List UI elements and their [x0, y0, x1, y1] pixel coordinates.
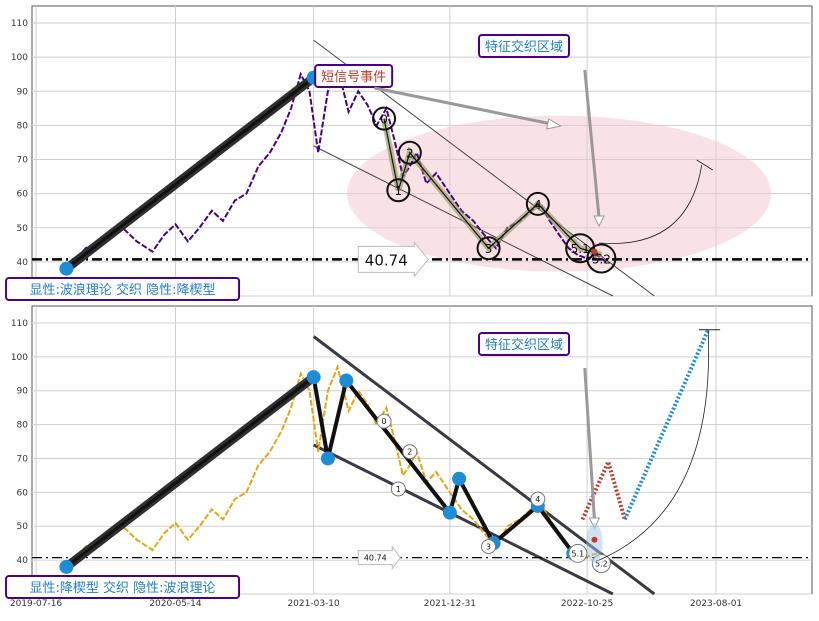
wave-label-ring	[586, 243, 617, 274]
y-tick-label: 70	[17, 454, 29, 464]
x-tick-label: 2021-03-10	[287, 599, 340, 609]
wave-label-5.1: 5.1	[572, 549, 585, 558]
wave-label-4: 4	[535, 495, 540, 504]
plot-frame	[31, 305, 813, 595]
wave-label-3: 3	[485, 242, 493, 256]
y-tick-label: 110	[11, 319, 28, 329]
marker-point	[306, 370, 321, 385]
x-tick-label: 2023-08-01	[690, 599, 742, 609]
marker-point	[339, 373, 354, 388]
series-line-4	[623, 328, 711, 521]
wave-label-ring	[525, 191, 550, 216]
wave-label-ring	[481, 539, 497, 555]
y-tick-label: 100	[11, 353, 28, 363]
y-tick-label: 70	[17, 156, 29, 166]
wave-label-ring	[372, 106, 397, 131]
short-signal-annotation: 短信号事件	[321, 70, 386, 85]
wave-label-1: 1	[395, 184, 403, 198]
wave-label-ring	[476, 236, 501, 261]
wave-label-ring	[402, 444, 418, 460]
y-tick-label: 100	[11, 53, 28, 63]
region-arrow-head	[588, 517, 601, 530]
level-label: 40.74	[365, 251, 408, 269]
annotation-arrow-head	[546, 118, 563, 130]
marker-point	[320, 451, 335, 466]
wave-label-ring	[530, 491, 546, 507]
level-label-arrow	[357, 240, 429, 278]
wave-label-2: 2	[407, 448, 412, 457]
signal-dot	[591, 536, 598, 543]
wave-label-2: 2	[406, 147, 414, 161]
level-label: 40.74	[364, 554, 387, 563]
y-tick-label: 90	[17, 387, 29, 397]
y-tick-label: 110	[11, 19, 28, 29]
target-tick	[696, 159, 713, 171]
series-line-1	[311, 376, 575, 555]
series-line-rise-core	[65, 76, 315, 270]
y-tick-label: 50	[17, 224, 29, 234]
pattern-annotation-box	[5, 575, 241, 599]
x-tick-label: 2020-05-14	[149, 599, 202, 609]
y-tick-label: 40	[17, 258, 29, 268]
interweave-region-annotation-box	[478, 34, 571, 58]
wave-label-ring	[376, 413, 392, 429]
interweave-region-annotation: 特征交织区域	[485, 337, 563, 353]
wave-label-1: 1	[396, 485, 401, 494]
y-tick-label: 50	[17, 522, 29, 532]
wave-label-ring	[397, 140, 422, 165]
wedge-lower-line	[312, 443, 614, 596]
wave-label-3: 3	[486, 543, 491, 552]
y-tick-label: 60	[17, 190, 29, 200]
x-tick-label: 2022-10-25	[561, 599, 613, 609]
level-label-arrow	[357, 545, 401, 571]
y-tick-label: 80	[17, 421, 29, 431]
pattern-annotation-box	[5, 277, 241, 301]
target-zone	[586, 523, 603, 564]
interweave-ellipse	[347, 115, 772, 272]
region-arrow-head	[593, 215, 605, 228]
x-tick-label: 2021-12-31	[424, 599, 476, 609]
marker-point	[452, 471, 467, 486]
wave-label-0: 0	[380, 113, 388, 127]
marker-point	[59, 559, 74, 574]
wave-label-5.2: 5.2	[592, 252, 611, 266]
top-panel: 30405060708090100110012345.15.240.74短信号事…	[5, 5, 813, 302]
series-line-rise-core	[65, 375, 315, 569]
y-tick-label: 60	[17, 488, 29, 498]
y-tick-label: 90	[17, 87, 29, 97]
region-arrow	[583, 69, 601, 219]
x-tick-label: 2019-07-16	[10, 599, 63, 609]
wave-label-4: 4	[534, 198, 542, 212]
wave-label-ring	[386, 178, 411, 203]
target-curve	[599, 164, 703, 244]
marker-point	[442, 505, 457, 520]
wave-label-ring	[390, 481, 406, 497]
y-tick-label: 40	[17, 556, 29, 566]
wave-label-5.2: 5.2	[595, 560, 608, 569]
wave-label-5.1: 5.1	[571, 242, 590, 256]
target-curve	[598, 329, 710, 561]
pattern-annotation: 显性:波浪理论 交织 隐性:降楔型	[30, 282, 216, 298]
wave-label-ring	[568, 543, 588, 563]
marker-point	[59, 261, 74, 276]
y-tick-label: 80	[17, 121, 29, 131]
bottom-panel: 304050607080901001102019-07-162020-05-14…	[5, 305, 813, 609]
wave-label-ring	[565, 233, 596, 264]
series-line-3	[580, 456, 627, 521]
annotation-arrow	[374, 86, 558, 127]
pattern-annotation: 显性:降楔型 交织 隐性:波浪理论	[30, 580, 216, 596]
wave-label-0: 0	[382, 417, 387, 426]
series-line-wave-core	[383, 118, 602, 256]
interweave-region-annotation-box	[478, 332, 571, 356]
interweave-region-annotation: 特征交织区域	[485, 39, 563, 55]
short-signal-annotation-box	[314, 64, 394, 88]
signal-dot	[591, 248, 598, 255]
region-arrow	[583, 367, 596, 521]
